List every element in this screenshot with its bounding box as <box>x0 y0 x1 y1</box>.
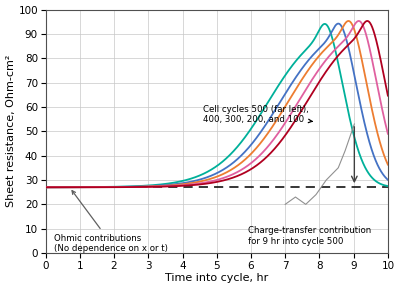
Y-axis label: Sheet resistance, Ohm-cm²: Sheet resistance, Ohm-cm² <box>6 55 16 208</box>
X-axis label: Time into cycle, hr: Time into cycle, hr <box>165 273 268 284</box>
Text: Charge-transfer contribution
for 9 hr into cycle 500: Charge-transfer contribution for 9 hr in… <box>248 226 371 246</box>
Text: Cell cycles 500 (far left),
400, 300, 200, and 100: Cell cycles 500 (far left), 400, 300, 20… <box>203 105 312 124</box>
Text: Ohmic contributions
(No dependence on x or t): Ohmic contributions (No dependence on x … <box>54 191 168 253</box>
